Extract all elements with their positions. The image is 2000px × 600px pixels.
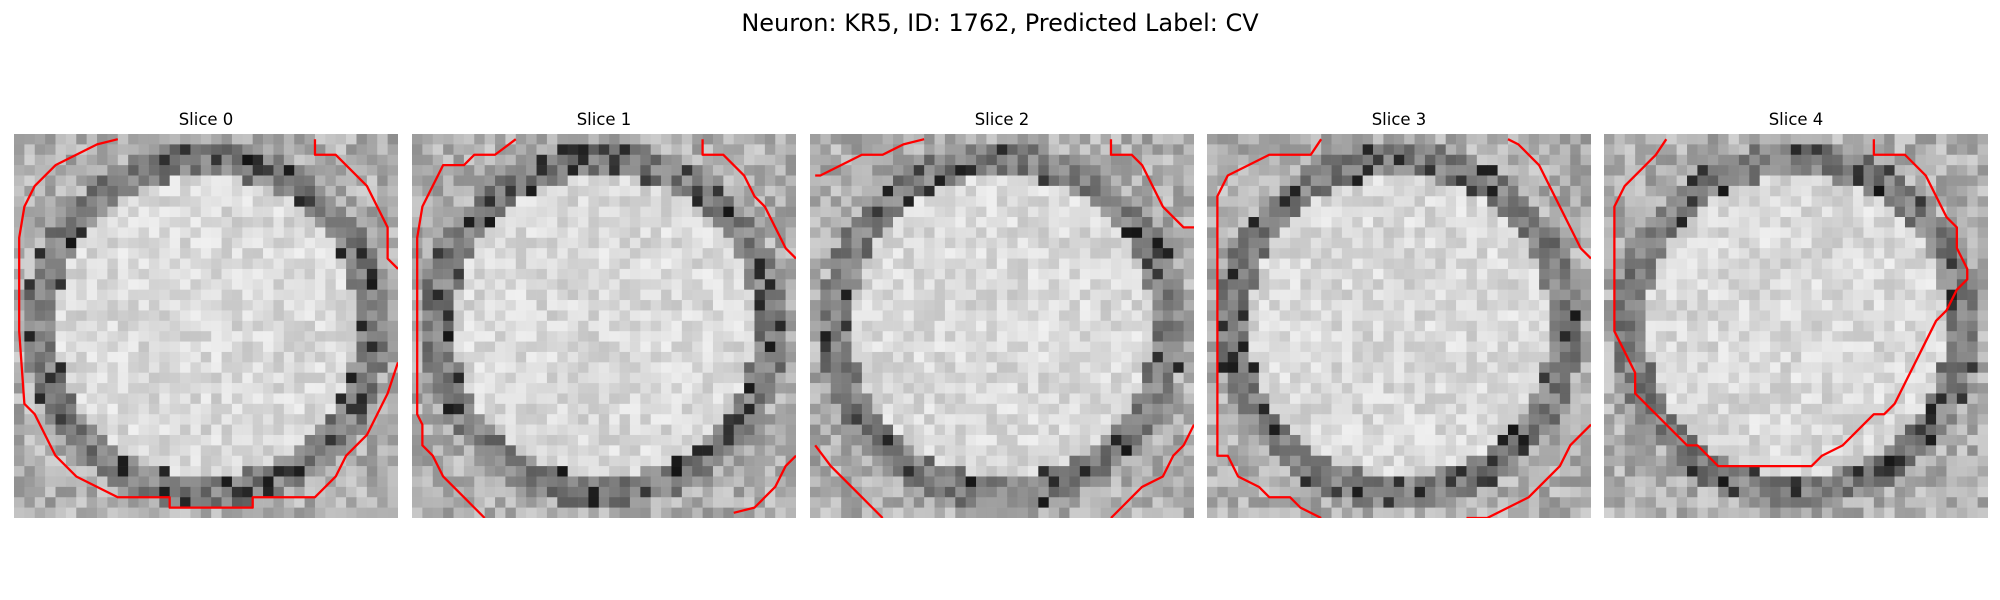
segmentation-contour <box>701 139 796 260</box>
segmentation-contour <box>815 138 925 177</box>
slice-image <box>810 134 1194 518</box>
segmentation-contour <box>1466 423 1591 518</box>
slice-title: Slice 2 <box>974 110 1030 129</box>
segmentation-contour <box>1109 139 1194 229</box>
figure-title: Neuron: KR5, ID: 1762, Predicted Label: … <box>741 9 1259 37</box>
segmentation-contour <box>1613 138 1969 468</box>
slice-image <box>1604 134 1988 518</box>
slice-panel-2: Slice 2 <box>810 108 1194 518</box>
segmentation-contour <box>1110 424 1194 518</box>
slice-title: Slice 4 <box>1768 110 1824 129</box>
segmentation-contour <box>416 138 517 518</box>
slice-panel-0: Slice 0 <box>14 108 398 518</box>
slice-title: Slice 3 <box>1371 110 1427 129</box>
slice-title: Slice 0 <box>178 110 234 129</box>
slice-panel-4: Slice 4 <box>1604 108 1988 518</box>
slice-title: Slice 1 <box>576 110 632 129</box>
segmentation-contour <box>1216 138 1323 518</box>
slice-image <box>1207 134 1591 518</box>
slice-image <box>412 134 796 518</box>
segmentation-contour <box>313 139 398 270</box>
segmentation-contour <box>733 454 796 514</box>
slice-panel-3: Slice 3 <box>1207 108 1591 518</box>
segmentation-contour <box>1507 138 1591 260</box>
slice-image <box>14 134 398 518</box>
segmentation-contour <box>814 444 884 518</box>
slice-panel-1: Slice 1 <box>412 108 796 518</box>
segmentation-contour <box>18 138 398 509</box>
